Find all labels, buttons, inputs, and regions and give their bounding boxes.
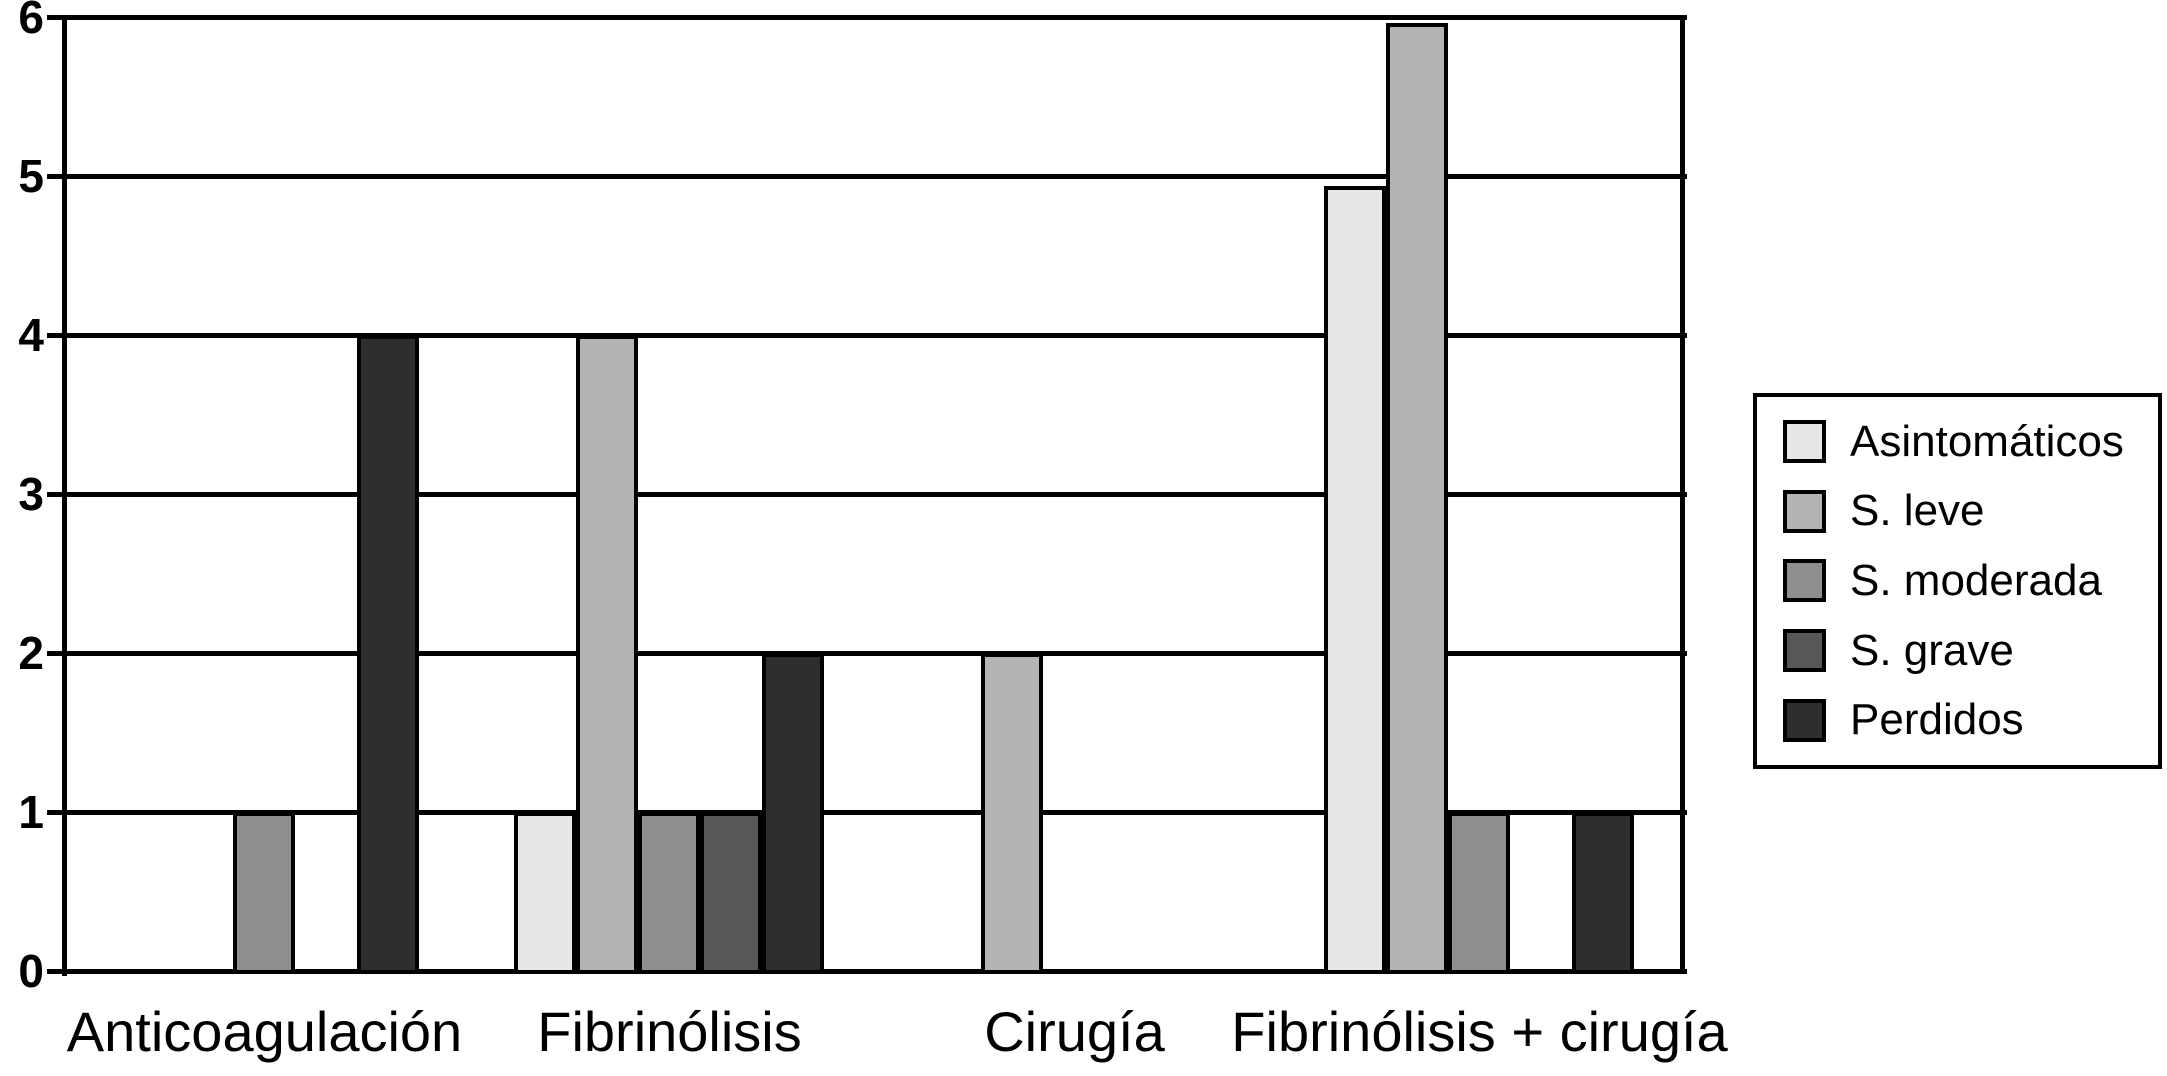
y-tick-label: 1 <box>18 786 44 838</box>
legend-swatch-s-leve <box>1783 489 1826 533</box>
y-tick-label: 6 <box>18 0 44 43</box>
y-gridline <box>47 333 1687 338</box>
legend-swatch-s-moderada <box>1783 559 1826 603</box>
y-tick-label: 0 <box>18 945 44 997</box>
legend-label: Asintomáticos <box>1850 416 2124 466</box>
y-gridline <box>47 651 1687 656</box>
legend-item-asintomaticos: Asintomáticos <box>1783 417 2158 467</box>
legend-label: S. moderada <box>1850 555 2102 605</box>
bar-perdidos-anticoagulacion <box>357 335 419 974</box>
plot-right-border <box>1680 15 1685 974</box>
bar-s-grave-fibrinolisis <box>700 812 762 974</box>
legend-item-s-leve: S. leve <box>1783 486 2158 536</box>
x-axis-label-fibrinolisis-cirugia: Fibrinólisis + cirugía <box>1231 1000 1728 1063</box>
bar-s-leve-cirugia <box>981 653 1043 974</box>
bar-s-moderada-fibrinolisis-cirugia <box>1448 812 1510 974</box>
y-tick-label: 2 <box>18 627 44 679</box>
bar-asintomaticos-fibrinolisis <box>514 812 576 974</box>
legend-label: S. grave <box>1850 625 2014 675</box>
x-axis-label-anticoagulacion: Anticoagulación <box>66 1000 463 1063</box>
bar-s-leve-fibrinolisis <box>576 335 638 974</box>
y-tick-label: 3 <box>18 468 44 520</box>
legend: Asintomáticos S. leve S. moderada S. grave P… <box>1753 393 2162 769</box>
legend-item-s-grave: S. grave <box>1783 626 2158 676</box>
legend-item-s-moderada: S. moderada <box>1783 556 2158 606</box>
y-gridline <box>47 810 1687 815</box>
legend-label: Perdidos <box>1850 695 2024 745</box>
legend-swatch-asintomaticos <box>1783 420 1826 464</box>
bar-asintomaticos-fibrinolisis-cirugia <box>1324 185 1386 974</box>
y-tick-label: 4 <box>18 309 44 361</box>
bar-perdidos-fibrinolisis <box>762 653 824 974</box>
y-axis-line <box>62 15 67 976</box>
legend-label: S. leve <box>1850 486 1985 536</box>
y-gridline <box>47 969 1687 974</box>
y-gridline <box>47 492 1687 497</box>
bar-s-moderada-anticoagulacion <box>233 812 295 974</box>
y-gridline <box>47 174 1687 179</box>
bar-perdidos-fibrinolisis-cirugia <box>1572 812 1634 974</box>
bar-s-moderada-fibrinolisis <box>638 812 700 974</box>
x-axis-label-fibrinolisis: Fibrinólisis <box>537 1000 802 1063</box>
x-axis-label-cirugia: Cirugía <box>984 1000 1165 1063</box>
legend-item-perdidos: Perdidos <box>1783 695 2158 745</box>
legend-swatch-s-grave <box>1783 629 1826 673</box>
legend-swatch-perdidos <box>1783 698 1826 742</box>
y-tick-label: 5 <box>18 150 44 202</box>
bar-s-leve-fibrinolisis-cirugia <box>1386 23 1448 974</box>
y-gridline <box>47 15 1687 20</box>
